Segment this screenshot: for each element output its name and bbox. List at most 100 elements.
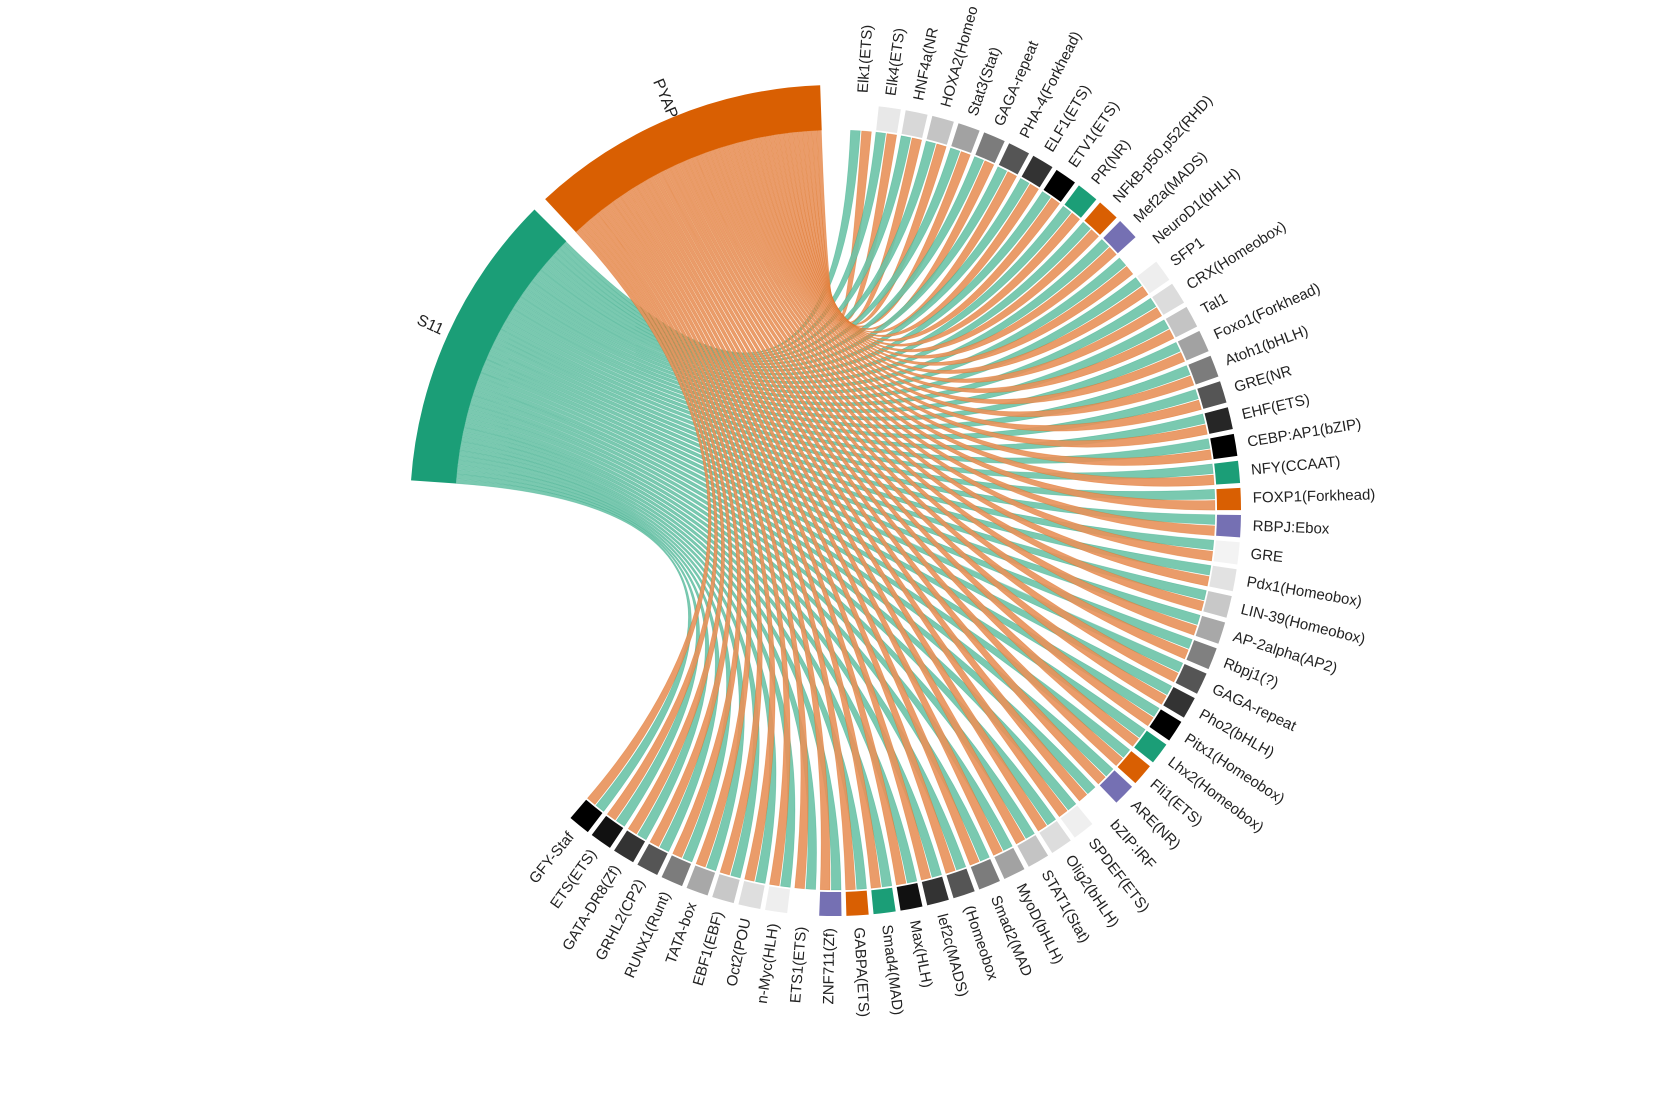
- ribbon-s11-mef2a-mads-11: [528, 239, 1110, 389]
- ribbon-s11-gfy-staf-56: [455, 478, 692, 812]
- ribbon-pyap-ebf1-ebf-50: [597, 210, 763, 876]
- target-arc-ets-ets-55[interactable]: [591, 815, 624, 848]
- target-arc-atoh1-bhlh-17[interactable]: [1188, 355, 1219, 385]
- target-label-gre-24: GRE: [1250, 546, 1284, 566]
- target-arc-bzip-irf-35[interactable]: [1080, 788, 1113, 821]
- target-arc-gata-dr8-zf-54[interactable]: [614, 830, 646, 863]
- target-arc-spdef-ets-36[interactable]: [1060, 805, 1093, 838]
- target-label-oct2-pou-49: Oct2(POU: [723, 917, 754, 988]
- target-arc-hoxa2-homeo-3[interactable]: [926, 115, 954, 145]
- target-arc-gabpa-ets-45[interactable]: [845, 890, 869, 916]
- target-arc-ehf-ets-19[interactable]: [1204, 407, 1233, 434]
- ribbon-pyap-bzip-irf-35: [656, 171, 1088, 802]
- ribbon-s11-bzip-irf-35: [475, 381, 1096, 795]
- target-arc-oct2-pou-49[interactable]: [738, 881, 765, 910]
- target-arc-stat1-stat-38[interactable]: [1017, 835, 1049, 867]
- target-arc-pha-4-forkhead-6[interactable]: [998, 143, 1030, 175]
- target-arc-elf1-ets-7[interactable]: [1021, 155, 1053, 188]
- target-arc-foxo1-forkhead-16[interactable]: [1177, 330, 1209, 361]
- target-arc-max-hlh-43[interactable]: [896, 883, 923, 911]
- target-arc-gre-nr-18[interactable]: [1197, 381, 1227, 409]
- target-arc-runx1-runt-52[interactable]: [661, 855, 692, 887]
- ribbon-s11-gata-dr8-zf-54: [456, 469, 710, 841]
- target-arc-myod-bhlh-39[interactable]: [994, 847, 1025, 879]
- target-arc-ap-2alpha-ap2-27[interactable]: [1195, 615, 1226, 644]
- target-label-n-myc-hlh-48: n-Myc(HLH): [754, 922, 783, 1004]
- target-label-rbpj-ebox-23: RBPJ:Ebox: [1252, 518, 1330, 538]
- target-arc-fli1-ets-33[interactable]: [1117, 751, 1150, 784]
- ribbon-pyap-cebp-ap1-bzip-20: [722, 145, 1212, 466]
- target-arc-foxp1-forkhead-22[interactable]: [1216, 487, 1241, 511]
- target-arc-olig2-bhlh-37[interactable]: [1039, 821, 1071, 853]
- ribbon-s11-ets1-ets-47: [460, 436, 817, 890]
- group-label-pyap: PYAP: [649, 76, 681, 121]
- ribbon-pyap-ets-ets-55: [578, 225, 718, 821]
- target-arc-crx-homeobox-14[interactable]: [1152, 283, 1185, 315]
- target-arc-mef2a-mads-11[interactable]: [1103, 220, 1136, 254]
- ribbon-pyap-pr-nr-9: [773, 133, 1081, 347]
- target-arc-pr-nr-9[interactable]: [1064, 185, 1097, 218]
- target-arc-lin-39-homeobox-26[interactable]: [1203, 590, 1232, 618]
- target-arc-sfp1-13[interactable]: [1137, 261, 1170, 294]
- ribbon-s11-runx1-runt-52: [457, 459, 732, 863]
- target-arc-lhx2-homeobox-32[interactable]: [1134, 730, 1167, 763]
- ribbon-s11-atoh1-bhlh-17: [512, 304, 1191, 430]
- target-arc-grhl2-cp2-53[interactable]: [637, 843, 668, 875]
- ribbon-pyap-fli1-ets-33: [665, 167, 1124, 767]
- target-label-smad4-mad-44: Smad4(MAD): [878, 924, 906, 1016]
- target-label-foxp1-forkhead-22: FOXP1(Forkhead): [1253, 486, 1376, 506]
- target-arc-smad4-mad-44[interactable]: [871, 887, 896, 915]
- target-arc-pdx1-homeobox-25[interactable]: [1209, 565, 1237, 592]
- target-arc-nfkb-p50-p52-rhd-10[interactable]: [1084, 202, 1117, 235]
- target-arc-gfy-staf-56[interactable]: [570, 799, 603, 833]
- ribbon-s11-ets-ets-55: [455, 474, 700, 827]
- target-label-znf711-zf-46: ZNF711(Zf): [820, 928, 838, 1005]
- target-arc-hnf4a-nr-2[interactable]: [901, 110, 928, 139]
- ribbon-pyap-stat1-stat-38: [644, 178, 1026, 845]
- target-label-crx-homeobox-14: CRX(Homeobox): [1184, 218, 1290, 293]
- target-arc-elk1-ets-0[interactable]: [850, 104, 874, 130]
- target-arc-gaga-repeat-29[interactable]: [1175, 663, 1207, 694]
- ribbon-pyap-homeobox-41: [632, 185, 956, 874]
- target-arc-etv1-ets-8[interactable]: [1043, 169, 1075, 202]
- ribbon-pyap-are-nr-34: [661, 169, 1106, 785]
- target-arc-pitx1-homeobox-31[interactable]: [1149, 709, 1182, 741]
- target-label-gabpa-ets-45: GABPA(ETS): [850, 927, 872, 1018]
- target-arc-rbpj-ebox-23[interactable]: [1216, 514, 1241, 538]
- target-arc-rbpj1-28[interactable]: [1186, 640, 1217, 670]
- target-arc-tata-box-51[interactable]: [686, 865, 716, 896]
- target-label-cebp-ap1-bzip-20: CEBP:AP1(bZIP): [1246, 416, 1362, 451]
- target-arc-ets1-ets-47[interactable]: [792, 889, 816, 916]
- ribbon-s11-znf711-zf-46: [461, 431, 842, 891]
- target-arc-tal1-15[interactable]: [1165, 306, 1198, 338]
- target-arc-ebf1-ebf-50[interactable]: [712, 874, 740, 904]
- target-arc-n-myc-hlh-48[interactable]: [765, 886, 790, 914]
- ribbon-s11-nfy-ccaat-21: [502, 320, 1214, 480]
- ribbon-pyap-atoh1-bhlh-17: [736, 141, 1195, 418]
- ribbon-pyap-tal1-15: [745, 139, 1175, 393]
- target-arc-are-nr-34[interactable]: [1099, 770, 1133, 803]
- target-label-sfp1-13: SFP1: [1167, 234, 1207, 270]
- target-arc-homeobox-41[interactable]: [946, 868, 975, 899]
- target-arc-gaga-repeat-5[interactable]: [975, 132, 1005, 163]
- target-arc-pho2-bhlh-30[interactable]: [1163, 687, 1195, 718]
- group-arc-s11[interactable]: [411, 209, 567, 484]
- target-arc-elk4-ets-1[interactable]: [876, 106, 901, 134]
- ribbon-s11-rbpj1-28: [487, 350, 1193, 650]
- target-arc-nfy-ccaat-21[interactable]: [1214, 460, 1241, 485]
- ribbon-s11-gaga-repeat-5: [546, 156, 985, 366]
- ribbon-s11-oct2-pou-49: [459, 445, 777, 884]
- target-arc-lef2c-mads-42[interactable]: [921, 876, 949, 906]
- target-arc-neurod1-bhlh-12[interactable]: [1120, 240, 1154, 273]
- ribbon-pyap-gata-dr8-zf-54: [582, 222, 725, 835]
- ribbon-pyap-runx1-runt-52: [589, 216, 742, 859]
- ribbon-pyap-gfy-staf-56: [575, 228, 712, 805]
- group-arc-pyap[interactable]: [545, 85, 822, 233]
- target-arc-cebp-ap1-bzip-20[interactable]: [1210, 433, 1238, 460]
- target-arc-znf711-zf-46[interactable]: [819, 891, 842, 917]
- target-arc-gre-24[interactable]: [1213, 540, 1240, 565]
- target-arc-stat3-stat-4[interactable]: [951, 123, 980, 154]
- target-arc-smad2-mad-40[interactable]: [970, 859, 1000, 890]
- ribbon-pyap-smad2-mad-40: [636, 183, 980, 866]
- target-label-nfy-ccaat-21: NFY(CCAAT): [1250, 453, 1341, 478]
